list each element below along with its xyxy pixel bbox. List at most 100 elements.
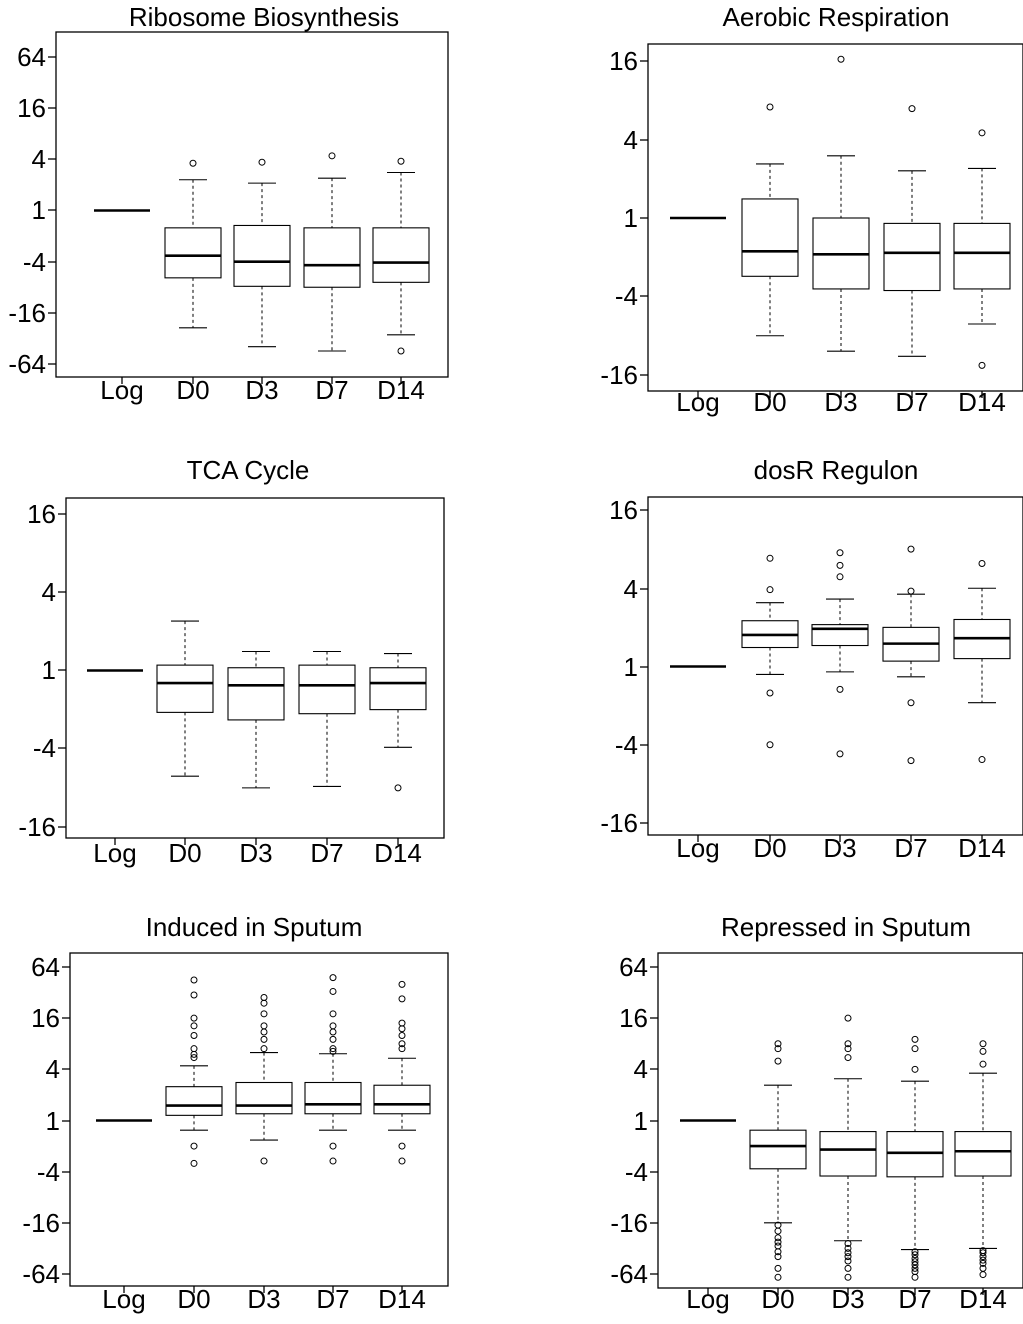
- interquartile-box: [164, 227, 222, 279]
- x-tick-label: D14: [959, 1284, 1007, 1314]
- box-d3: [235, 994, 293, 1165]
- interquartile-box: [953, 222, 1011, 290]
- outlier-point: [844, 1273, 852, 1281]
- x-tick-label: Log: [676, 387, 719, 417]
- interquartile-box: [233, 224, 291, 287]
- interquartile-box: [227, 667, 285, 721]
- box-d14: [373, 980, 431, 1165]
- outlier-point: [766, 586, 774, 594]
- box-d0: [741, 554, 799, 749]
- outlier-point: [978, 361, 986, 369]
- outlier-point: [979, 1271, 987, 1279]
- chart-title: dosR Regulon: [754, 455, 919, 485]
- outlier-point: [774, 1040, 782, 1048]
- box-d0: [741, 103, 799, 337]
- x-tick-label: Log: [102, 1284, 145, 1314]
- outlier-point: [844, 1045, 852, 1053]
- interquartile-box: [741, 198, 799, 277]
- outlier-point: [398, 1032, 406, 1040]
- outlier-point: [398, 1025, 406, 1033]
- outlier-point: [329, 1142, 337, 1150]
- outlier-point: [844, 1264, 852, 1272]
- outlier-point: [260, 1035, 268, 1043]
- plot-frame: [69, 952, 449, 1287]
- x-tick-label: D3: [247, 1284, 280, 1314]
- y-tick-label: -4: [615, 730, 638, 760]
- y-tick-label: -16: [600, 808, 638, 838]
- outlier-point: [907, 757, 915, 765]
- y-tick-label: 1: [634, 1106, 648, 1136]
- outlier-point: [190, 1050, 198, 1058]
- interquartile-box: [954, 1131, 1012, 1177]
- chart-panel-3: TCA Cycle 16 4 1 -4 -16 Log D0 D3 D7 D14: [18, 455, 445, 868]
- outlier-point: [979, 1249, 987, 1257]
- chart-title: Ribosome Biosynthesis: [129, 2, 399, 32]
- box-d3: [819, 1014, 877, 1281]
- y-tick-label: -4: [33, 733, 56, 763]
- x-tick-label: D7: [310, 838, 343, 868]
- y-tick-label: 64: [619, 952, 648, 982]
- outlier-point: [190, 976, 198, 984]
- outlier-point: [978, 129, 986, 137]
- outlier-point: [189, 159, 197, 167]
- outlier-point: [329, 1010, 337, 1018]
- box-d3: [811, 549, 869, 758]
- outlier-point: [774, 1045, 782, 1053]
- interquartile-box: [304, 1081, 362, 1115]
- outlier-point: [979, 1259, 987, 1267]
- x-tick-label: D0: [761, 1284, 794, 1314]
- box-d3: [233, 158, 291, 348]
- box-d14: [953, 560, 1011, 764]
- chart-panel-5: Induced in Sputum 64 16 4 1 -4 -16 -64 Log D0 D3 D7…: [22, 912, 449, 1314]
- outlier-point: [979, 1256, 987, 1264]
- interquartile-box: [372, 227, 430, 283]
- outlier-point: [260, 1010, 268, 1018]
- x-tick-label: Log: [676, 833, 719, 863]
- outlier-point: [258, 158, 266, 166]
- outlier-point: [774, 1248, 782, 1256]
- outlier-point: [260, 1045, 268, 1053]
- outlier-point: [907, 699, 915, 707]
- x-tick-label: D7: [898, 1284, 931, 1314]
- outlier-point: [394, 784, 402, 792]
- x-tick-label: D7: [894, 833, 927, 863]
- y-tick-label: -4: [625, 1157, 648, 1187]
- interquartile-box: [373, 1084, 431, 1115]
- outlier-point: [398, 995, 406, 1003]
- box-d14: [372, 157, 430, 355]
- outlier-point: [260, 999, 268, 1007]
- outlier-point: [979, 1253, 987, 1261]
- outlier-point: [978, 560, 986, 568]
- y-tick-label: 1: [46, 1106, 60, 1136]
- interquartile-box: [883, 222, 941, 292]
- y-tick-label: -64: [8, 349, 46, 379]
- box-d0: [165, 976, 223, 1167]
- outlier-point: [836, 549, 844, 557]
- chart-panel-2: Aerobic Respiration 16 4 1 -4 -16 Log D0 D3 D7 D14: [600, 2, 1023, 417]
- x-tick-label: D14: [378, 1284, 426, 1314]
- outlier-point: [774, 1227, 782, 1235]
- x-tick-label: D7: [895, 387, 928, 417]
- x-tick-label: Log: [686, 1284, 729, 1314]
- outlier-point: [774, 1273, 782, 1281]
- y-tick-label: 1: [32, 195, 46, 225]
- x-tick-label: D14: [958, 833, 1006, 863]
- box-d7: [298, 650, 356, 787]
- y-tick-label: -16: [610, 1208, 648, 1238]
- outlier-point: [911, 1248, 919, 1256]
- x-tick-label: Log: [100, 375, 143, 405]
- interquartile-box: [165, 1086, 223, 1116]
- outlier-point: [329, 974, 337, 982]
- outlier-point: [329, 1035, 337, 1043]
- y-tick-label: 1: [624, 203, 638, 233]
- chart-title: Induced in Sputum: [146, 912, 363, 942]
- x-tick-label: Log: [93, 838, 136, 868]
- outlier-point: [329, 987, 337, 995]
- y-tick-label: -16: [600, 360, 638, 390]
- box-d7: [303, 152, 361, 352]
- outlier-point: [398, 980, 406, 988]
- outlier-point: [911, 1264, 919, 1272]
- outlier-point: [190, 1045, 198, 1053]
- plot-frame: [65, 497, 445, 839]
